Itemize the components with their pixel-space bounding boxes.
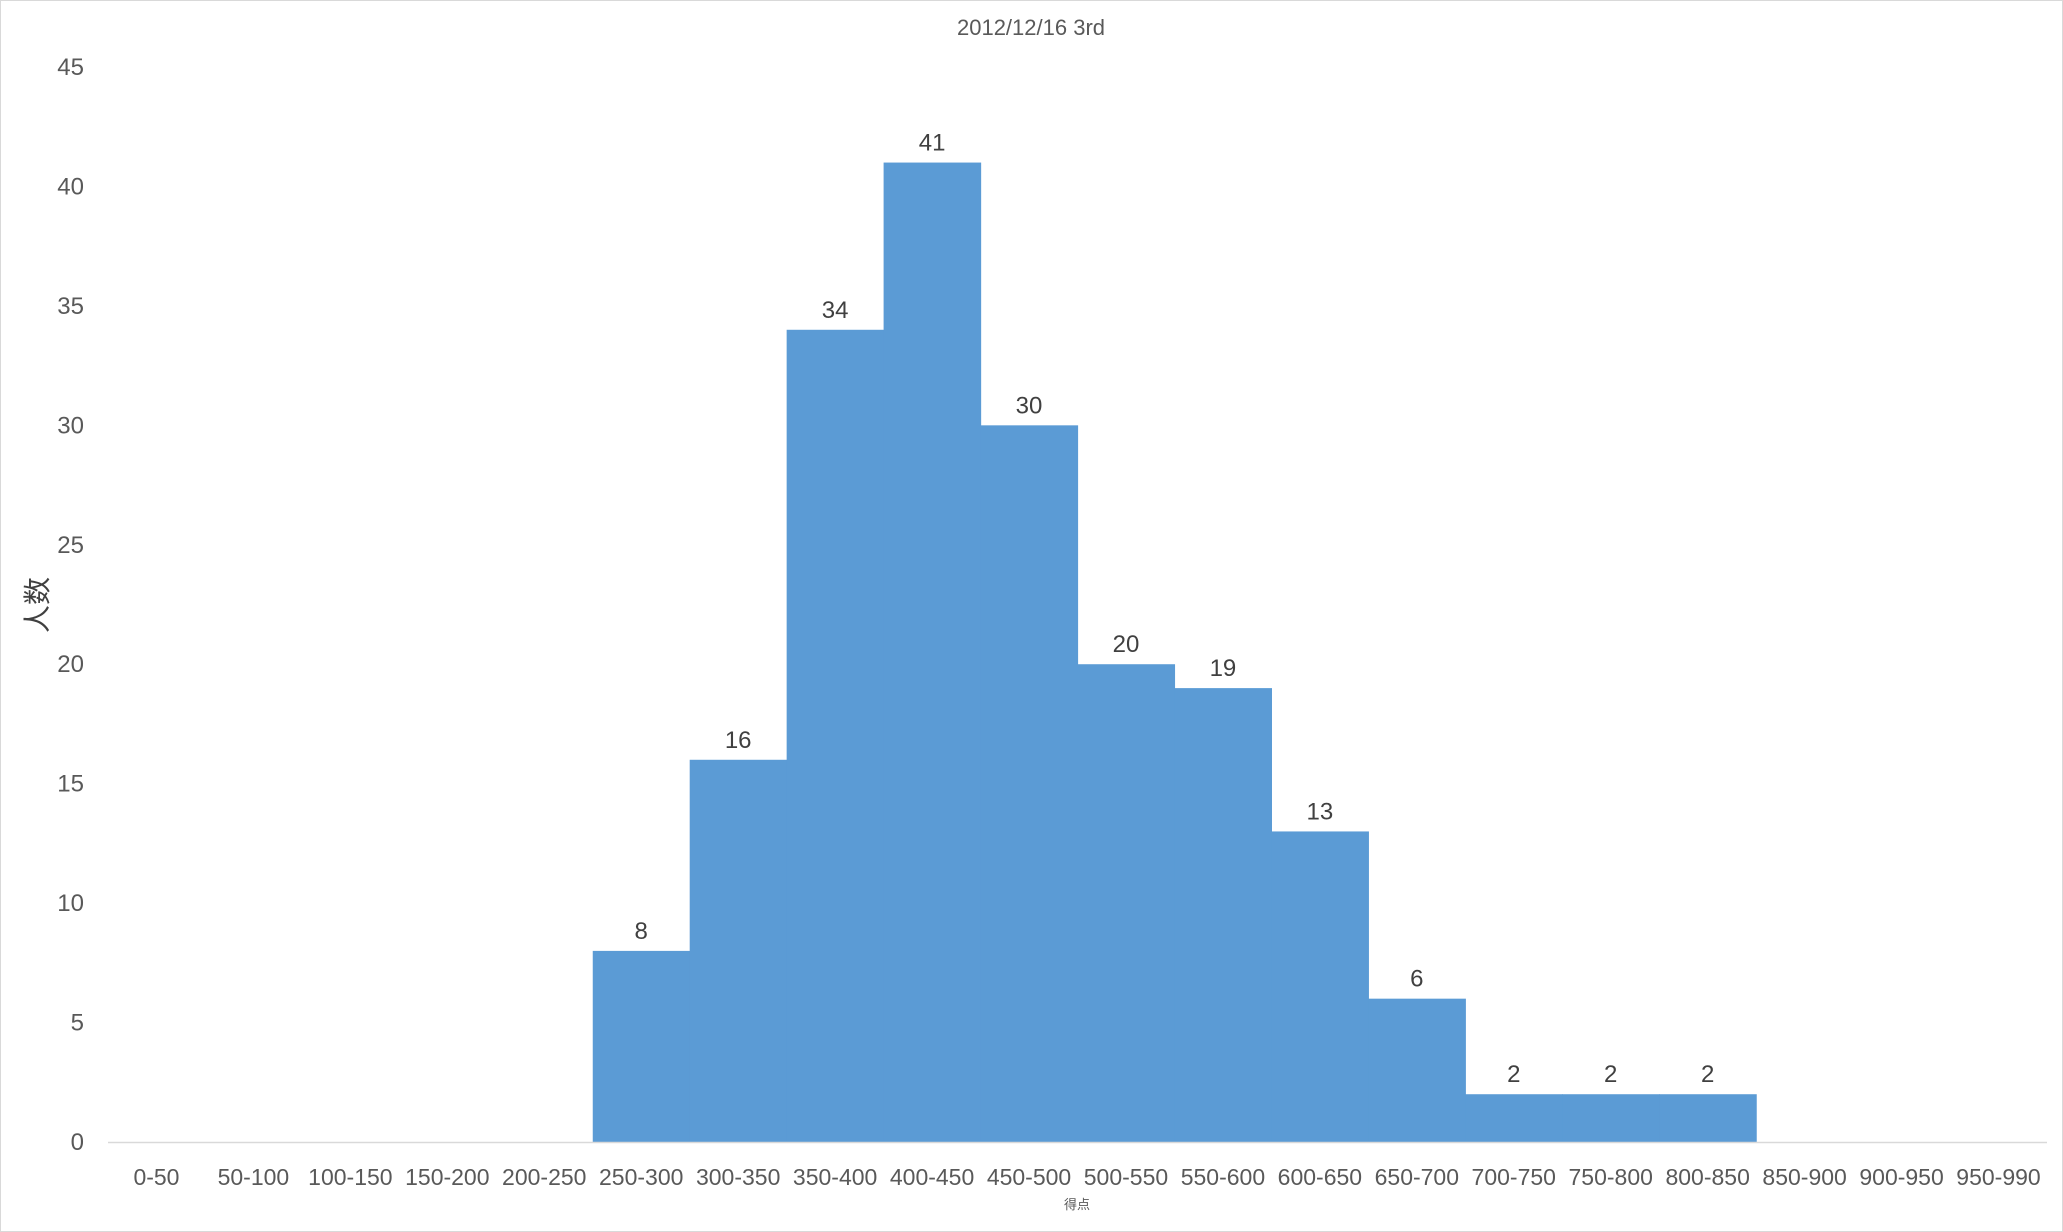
data-label: 41 [919,130,946,157]
y-tick-label: 45 [57,54,84,81]
x-tick-label: 200-250 [502,1164,586,1190]
y-tick-label: 5 [71,1010,84,1037]
x-tick-label: 700-750 [1472,1164,1556,1190]
bar[interactable] [1465,1094,1563,1142]
data-label: 2 [1604,1061,1617,1088]
bar[interactable] [1174,688,1272,1142]
x-tick-label: 600-650 [1278,1164,1362,1190]
bar[interactable] [980,425,1079,1143]
x-tick-label: 950-990 [1956,1164,2040,1190]
bar[interactable] [1271,831,1369,1142]
data-label: 2 [1507,1061,1520,1088]
bar[interactable] [1659,1094,1757,1142]
bar[interactable] [883,162,982,1142]
bar[interactable] [1077,664,1176,1142]
y-tick-label: 40 [57,173,84,200]
x-tick-label: 450-500 [987,1164,1071,1190]
x-tick-label: 750-800 [1569,1164,1653,1190]
x-tick-label: 0-50 [133,1164,179,1190]
y-tick-label: 35 [57,293,84,320]
data-label: 20 [1113,631,1140,658]
x-tick-label: 550-600 [1181,1164,1265,1190]
x-axis-label: 得点 [1064,1197,1090,1212]
chart-title: 2012/12/16 3rd [957,15,1105,40]
y-tick-label: 10 [57,890,84,917]
data-label: 2 [1701,1061,1714,1088]
bar[interactable] [786,329,885,1142]
y-tick-label: 20 [57,651,84,678]
bar[interactable] [1368,998,1466,1142]
data-label: 8 [635,918,648,945]
x-tick-label: 900-950 [1859,1164,1943,1190]
x-tick-label: 850-900 [1762,1164,1846,1190]
bar[interactable] [592,950,691,1142]
bar[interactable] [689,759,788,1142]
data-label: 19 [1210,655,1237,682]
x-tick-label: 150-200 [405,1164,489,1190]
data-label: 30 [1016,392,1043,419]
y-tick-label: 0 [71,1129,84,1156]
data-label: 34 [822,297,849,324]
x-tick-label: 100-150 [308,1164,392,1190]
y-tick-label: 30 [57,412,84,439]
plot-area: 0 5 10 15 20 25 30 35 40 45 8 16 34 41 30 20 19 13 6 2 2 2 0-5… [57,54,2047,1190]
x-tick-label: 300-350 [696,1164,780,1190]
x-tick-label: 250-300 [599,1164,683,1190]
x-tick-label: 800-850 [1665,1164,1749,1190]
data-label: 13 [1307,798,1334,825]
y-axis-label: 人数 [22,577,53,633]
y-tick-label: 25 [57,532,84,559]
x-tick-label: 50-100 [218,1164,290,1190]
x-tick-label: 350-400 [793,1164,877,1190]
data-label: 6 [1410,966,1423,993]
y-tick-label: 15 [57,771,84,798]
x-tick-label: 650-700 [1375,1164,1459,1190]
bar[interactable] [1562,1094,1660,1142]
x-tick-label: 500-550 [1084,1164,1168,1190]
data-label: 16 [725,727,752,754]
x-tick-label: 400-450 [890,1164,974,1190]
